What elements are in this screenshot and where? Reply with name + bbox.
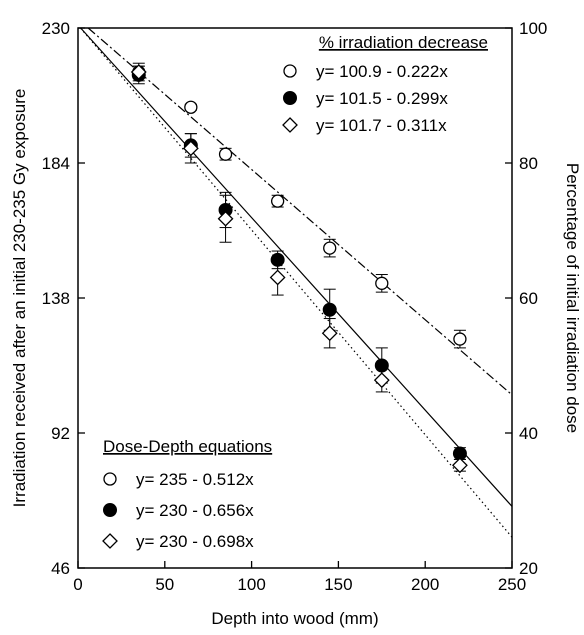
x-axis-ticks: 0 50 100 150 200 250 — [73, 561, 526, 594]
y-tick-label: 92 — [51, 424, 70, 443]
data-point-open-diamond — [373, 372, 390, 389]
data-point-open-circle — [375, 276, 389, 290]
legend-entry-label: y= 230 - 0.698x — [136, 532, 254, 551]
legend-entry-label: y= 235 - 0.512x — [136, 470, 254, 489]
y-axis-label: Irradiation received after an initial 23… — [10, 89, 29, 508]
y-tick-label: 230 — [42, 19, 70, 38]
data-markers — [130, 64, 468, 474]
legend-marker-open-circle — [103, 472, 117, 486]
y2-tick-label: 60 — [519, 289, 538, 308]
data-point-open-circle — [218, 147, 233, 161]
y2-tick-label: 20 — [519, 559, 538, 578]
data-point-open-diamond — [452, 457, 468, 474]
y2-tick-label: 80 — [519, 154, 538, 173]
data-point-open-diamond — [321, 325, 338, 342]
x-tick-label: 100 — [237, 575, 265, 594]
fit-lines — [80, 27, 513, 538]
data-point-filled-circle — [374, 358, 389, 373]
legend-irradiation-decrease: % irradiation decrease y= 100.9 - 0.222x… — [282, 33, 488, 135]
fit-line-dotted — [80, 27, 513, 538]
data-point-open-diamond — [269, 269, 286, 286]
legend-title: % irradiation decrease — [319, 33, 488, 52]
data-point-open-diamond — [217, 210, 234, 227]
legend-dose-depth-equations: Dose-Depth equations y= 235 - 0.512x y= … — [102, 437, 272, 551]
x-axis-label: Depth into wood (mm) — [211, 609, 378, 628]
data-point-filled-circle — [270, 252, 285, 267]
x-tick-label: 50 — [155, 575, 174, 594]
y2-tick-label: 100 — [519, 19, 547, 38]
y2-axis-ticks: 20 40 60 80 100 — [505, 19, 547, 578]
legend-marker-filled-circle — [103, 503, 117, 517]
x-tick-label: 200 — [411, 575, 439, 594]
y-tick-label: 184 — [42, 154, 70, 173]
fit-line-solid — [80, 27, 513, 507]
legend-title: Dose-Depth equations — [103, 437, 272, 456]
legend-marker-open-diamond — [282, 117, 298, 133]
y2-tick-label: 40 — [519, 424, 538, 443]
data-point-open-circle — [323, 241, 337, 255]
data-point-open-diamond — [182, 140, 199, 157]
data-point-filled-circle — [322, 302, 337, 317]
data-point-open-circle — [184, 100, 198, 114]
legend-entry-label: y= 101.7 - 0.311x — [316, 116, 447, 135]
x-tick-label: 0 — [73, 575, 82, 594]
data-point-open-diamond — [130, 64, 147, 80]
y-tick-label: 138 — [42, 289, 70, 308]
legend-marker-open-circle — [283, 64, 297, 78]
x-tick-label: 250 — [498, 575, 526, 594]
y-tick-label: 46 — [51, 559, 70, 578]
fit-line-dash-dot — [87, 27, 513, 396]
data-point-open-circle — [270, 194, 285, 208]
legend-entry-label: y= 230 - 0.656x — [136, 501, 254, 520]
legend-entry-label: y= 101.5 - 0.299x — [316, 89, 448, 108]
legend-marker-filled-circle — [283, 91, 297, 105]
x-tick-label: 150 — [324, 575, 352, 594]
data-point-open-circle — [453, 332, 467, 346]
y2-axis-label: Percentage of initial irradiation dose — [563, 163, 582, 433]
legend-entry-label: y= 100.9 - 0.222x — [316, 62, 448, 81]
y-axis-ticks: 46 92 138 184 230 — [42, 19, 85, 578]
legend-marker-open-diamond — [102, 533, 118, 549]
